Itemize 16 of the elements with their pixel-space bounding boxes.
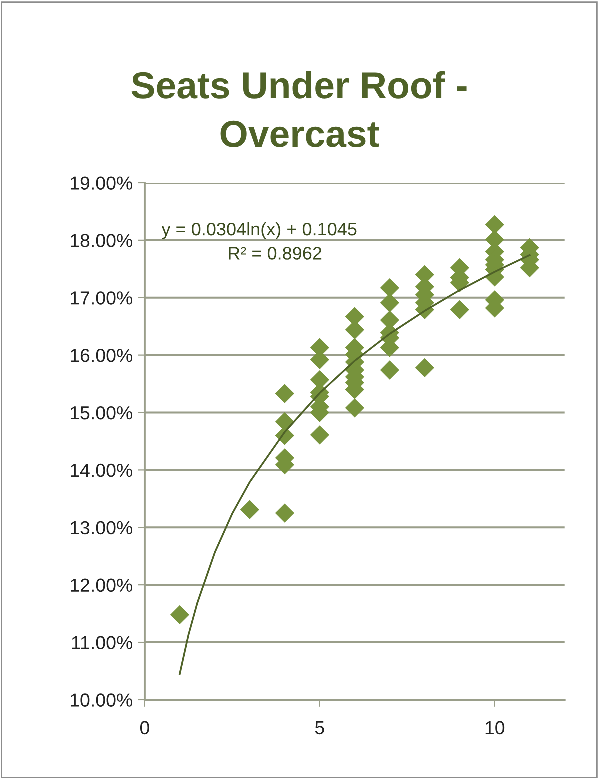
- y-tick-label: 16.00%: [70, 349, 132, 362]
- x-tick-label: 10: [486, 721, 505, 735]
- annotation: y = 0.0304ln(x) + 0.1045: [162, 222, 357, 240]
- y-tick-label: 13.00%: [70, 521, 132, 535]
- chart-title: Seats Under Roof - Overcast: [132, 71, 467, 148]
- y-tick-label: 12.00%: [70, 578, 132, 592]
- x-tick-label: 5: [315, 721, 324, 735]
- annotation: R² = 0.8962: [229, 247, 322, 260]
- y-tick-label: 15.00%: [70, 406, 132, 420]
- x-tick-label: 0: [140, 721, 150, 735]
- y-tick-label: 11.00%: [72, 636, 132, 650]
- y-tick-label: 17.00%: [70, 292, 132, 305]
- y-tick-label: 19.00%: [70, 176, 132, 190]
- y-tick-label: 14.00%: [70, 464, 132, 478]
- y-tick-label: 10.00%: [70, 694, 132, 707]
- y-tick-label: 18.00%: [70, 234, 132, 248]
